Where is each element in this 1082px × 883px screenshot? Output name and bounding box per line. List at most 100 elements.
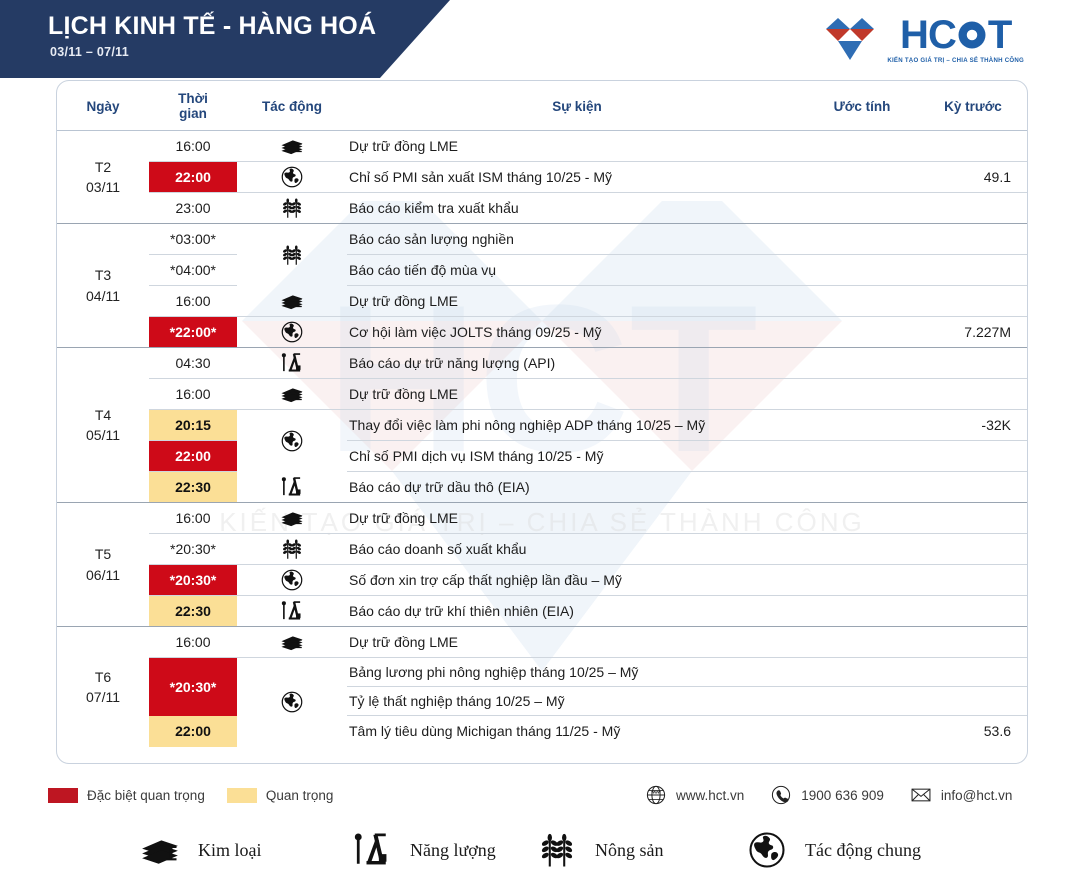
event-cell: Dự trữ đồng LME — [347, 285, 807, 318]
time-value: 22:00 — [149, 162, 237, 193]
estimate-cell — [807, 130, 917, 163]
logo-wordmark: H C T — [900, 12, 1012, 57]
column-header-day: Ngày — [57, 81, 149, 132]
estimate-cell — [807, 716, 917, 747]
agriculture-icon — [279, 242, 305, 268]
globe-icon — [279, 428, 305, 454]
metal-icon — [279, 133, 305, 159]
logo-text: H C T KIẾN TẠO GIÁ TRỊ – CHIA SẺ THÀNH C… — [887, 15, 1024, 64]
impact-icon-cell — [237, 410, 347, 472]
previous-cell — [917, 285, 1027, 318]
day-date: 03/11 — [86, 179, 120, 196]
column-header-time-line1: Thời — [178, 91, 208, 106]
event-cell: Tâm lý tiêu dùng Michigan tháng 11/25 - … — [349, 723, 621, 740]
event-cell: Báo cáo sản lượng nghiền — [347, 223, 807, 256]
time-value: 20:15 — [149, 410, 237, 441]
contact-label: info@hct.vn — [940, 787, 1013, 803]
time-cell: *04:00* — [149, 254, 237, 287]
estimate-cell — [807, 564, 917, 597]
globe-icon — [279, 689, 305, 715]
day-cell: T5 06/11 — [57, 502, 149, 628]
globe-icon — [279, 567, 305, 593]
logo-letter-c: C — [927, 12, 957, 57]
previous-cell — [917, 564, 1027, 597]
metal-icon — [279, 629, 305, 655]
day-label: T2 — [94, 158, 112, 175]
time-value: 04:30 — [175, 355, 211, 372]
category-label: Nông sản — [595, 839, 664, 860]
impact-icon-cell — [237, 316, 347, 349]
email-icon — [910, 784, 932, 806]
metal-icon — [279, 381, 305, 407]
time-value: 22:00 — [149, 441, 237, 472]
contact-label: 1900 636 909 — [801, 787, 884, 803]
day-cell: T2 03/11 — [57, 130, 149, 225]
table-row: 23:00 Báo cáo kiểm tra xuất khẩu — [57, 192, 1027, 225]
agriculture-icon — [535, 828, 579, 872]
time-cell: *20:30* — [149, 658, 237, 716]
estimate-cell — [807, 440, 917, 473]
legend-label: Quan trọng — [265, 787, 334, 803]
impact-icon-cell — [237, 192, 347, 225]
contact-item[interactable]: www.hct.vn — [645, 784, 744, 806]
event-cell: Thay đổi việc làm phi nông nghiệp ADP th… — [347, 409, 807, 442]
event-cell: Tỷ lệ thất nghiệp tháng 10/25 – Mỹ — [347, 686, 807, 717]
time-cell: 22:30 — [149, 595, 237, 628]
date-range: 03/11 – 07/11 — [50, 45, 129, 59]
estimate-cell — [807, 192, 917, 225]
previous-cell — [917, 502, 1027, 535]
estimate-cell — [807, 254, 917, 287]
previous-cell — [917, 657, 1027, 688]
time-value: 16:00 — [175, 386, 211, 403]
table-row: T4 05/11 04:30 Báo cáo dự trữ năng lượng (A… — [57, 347, 1027, 504]
day-cell: T4 05/11 — [57, 347, 149, 504]
globe-icon — [279, 319, 305, 345]
estimate-cell — [807, 533, 917, 566]
impact-icon-cell — [237, 347, 347, 380]
estimate-cell — [807, 626, 917, 659]
event-cell: Dự trữ đồng LME — [347, 130, 807, 163]
event-cell: Dự trữ đồng LME — [347, 626, 807, 659]
metal-icon — [279, 505, 305, 531]
previous-cell — [917, 686, 1027, 717]
contact-info: www.hct.vn 1900 636 909 info@hct.vn — [645, 784, 1012, 806]
estimate-cell — [807, 316, 917, 349]
previous-cell: -32K — [917, 409, 1027, 442]
time-cell: 20:15 — [149, 409, 237, 442]
time-cell: *22:00* — [149, 316, 237, 349]
table-row: 22:00 Chỉ số PMI dịch vụ ISM tháng 10/25 … — [57, 440, 1027, 473]
event-cell: Báo cáo doanh số xuất khẩu — [347, 533, 807, 566]
time-cell: 16:00 — [149, 130, 237, 163]
category-legend-item: Năng lượng — [350, 828, 496, 872]
time-value: *20:30* — [149, 658, 237, 716]
table-row: 22:00 Chỉ số PMI sản xuất ISM tháng 10/25… — [57, 161, 1027, 194]
estimate-cell — [807, 161, 917, 194]
legend-importance-item: Quan trọng — [226, 787, 334, 803]
previous-cell — [917, 595, 1027, 628]
previous-cell: 7.227M — [917, 316, 1027, 349]
day-date: 06/11 — [86, 566, 120, 583]
calendar-card: HCT KIẾN TẠO GIÁ TRỊ – CHIA SẺ THÀNH CÔN… — [56, 80, 1028, 764]
hct-logo: H C T KIẾN TẠO GIÁ TRỊ – CHIA SẺ THÀNH C… — [822, 14, 1024, 64]
table-row: T2 03/11 16:00 Dự trữ đồng LME — [57, 130, 1027, 225]
table-body: T2 03/11 16:00 Dự trữ đồng LME 22:00 Chỉ số P… — [57, 130, 1027, 747]
contact-item[interactable]: info@hct.vn — [910, 784, 1013, 806]
estimate-cell — [807, 502, 917, 535]
event-cell: Chỉ số PMI sản xuất ISM tháng 10/25 - Mỹ — [347, 161, 807, 194]
time-value: 22:00 — [149, 715, 237, 747]
contact-item[interactable]: 1900 636 909 — [770, 784, 884, 806]
time-cell: *03:00* — [149, 223, 237, 256]
column-header-estimate: Ước tính — [807, 81, 917, 132]
time-cell: 16:00 — [149, 502, 237, 535]
time-cell: *20:30* — [149, 533, 237, 566]
category-label: Tác động chung — [805, 839, 921, 860]
time-value: *04:00* — [170, 262, 216, 279]
day-label: T6 — [94, 668, 112, 685]
time-cell: 16:00 — [149, 378, 237, 411]
event-cell: Chỉ số PMI dịch vụ ISM tháng 10/25 - Mỹ — [347, 440, 807, 473]
event-cell: Báo cáo tiến độ mùa vụ — [347, 254, 807, 287]
time-cell: 16:00 — [149, 285, 237, 318]
estimate-cell — [807, 347, 917, 380]
previous-cell — [917, 440, 1027, 473]
previous-cell: 53.6 — [983, 723, 1011, 740]
